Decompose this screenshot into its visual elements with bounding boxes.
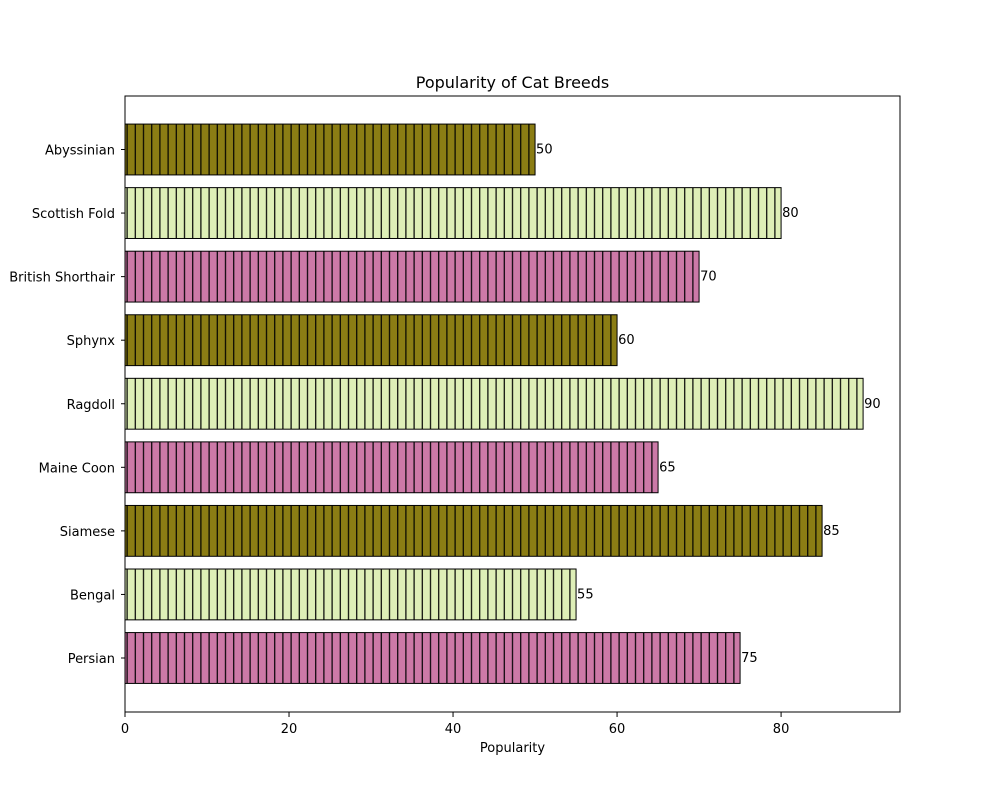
y-tick-label-maine-coon: Maine Coon [39, 461, 115, 476]
bar-sphynx [124, 314, 618, 367]
x-axis: 0 20 40 60 80 [121, 712, 789, 737]
bar-persian [124, 632, 741, 684]
x-tick-label-60: 60 [609, 722, 626, 737]
y-tick-label-sphynx: Sphynx [67, 334, 116, 349]
value-label-siamese: 85 [823, 524, 840, 539]
bar-ragdoll [124, 377, 864, 430]
bar-siamese [124, 504, 823, 557]
y-tick-label-british-shorthair: British Shorthair [9, 271, 115, 286]
value-label-ragdoll: 90 [864, 397, 881, 412]
y-tick-label-bengal: Bengal [70, 588, 115, 603]
bar-bengal [124, 568, 577, 621]
value-label-sphynx: 60 [618, 333, 635, 348]
bar-scottish-fold [124, 187, 782, 239]
value-label-maine-coon: 65 [659, 460, 676, 475]
x-tick-label-80: 80 [773, 722, 790, 737]
plot-frame [124, 95, 901, 713]
y-tick-label-siamese: Siamese [60, 525, 115, 540]
bar-maine-coon [124, 441, 659, 494]
x-tick-label-40: 40 [445, 722, 462, 737]
y-tick-label-abyssinian: Abyssinian [45, 144, 115, 159]
x-axis-label: Popularity [480, 741, 545, 756]
value-label-scottish-fold: 80 [782, 206, 799, 221]
value-labels-group: 75 55 85 65 90 60 70 80 50 [536, 143, 881, 667]
bars-group [124, 123, 864, 684]
x-tick-label-20: 20 [281, 722, 298, 737]
y-tick-label-persian: Persian [68, 652, 115, 667]
x-tick-label-0: 0 [121, 722, 129, 737]
bar-british-shorthair [124, 250, 700, 303]
y-tick-label-scottish-fold: Scottish Fold [32, 207, 115, 222]
value-label-british-shorthair: 70 [700, 270, 717, 285]
value-label-persian: 75 [741, 651, 758, 666]
value-label-bengal: 55 [577, 587, 594, 602]
y-axis: Persian Bengal Siamese Maine Coon Ragdoll Sph… [9, 144, 125, 667]
bar-abyssinian [124, 123, 536, 176]
y-tick-label-ragdoll: Ragdoll [67, 398, 115, 413]
chart-title: Popularity of Cat Breeds [416, 73, 610, 92]
value-label-abyssinian: 50 [536, 143, 553, 158]
